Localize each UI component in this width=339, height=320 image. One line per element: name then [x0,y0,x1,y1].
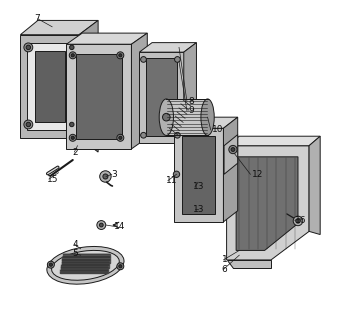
Polygon shape [61,268,108,271]
Text: 12: 12 [252,170,263,179]
Circle shape [119,136,122,140]
Polygon shape [76,54,122,140]
Polygon shape [27,43,73,130]
Circle shape [296,219,300,223]
Text: 10: 10 [212,125,224,134]
Circle shape [69,134,76,141]
Circle shape [175,57,180,62]
Polygon shape [226,260,271,268]
Circle shape [24,43,33,52]
Circle shape [119,54,122,57]
Text: 13: 13 [193,205,205,214]
Polygon shape [62,260,109,263]
Polygon shape [224,135,238,174]
Polygon shape [184,43,197,142]
Text: 3: 3 [111,170,117,179]
Polygon shape [226,136,320,146]
Text: 9: 9 [188,106,194,115]
Circle shape [141,132,146,138]
Text: 1: 1 [222,255,227,264]
Circle shape [117,134,124,141]
Circle shape [71,54,74,57]
Circle shape [71,136,74,140]
Circle shape [175,132,180,138]
Circle shape [69,122,74,127]
Polygon shape [66,44,132,149]
Polygon shape [223,117,238,222]
Ellipse shape [159,99,174,135]
Circle shape [117,52,124,59]
Polygon shape [309,136,320,235]
Polygon shape [35,51,65,122]
Polygon shape [132,33,147,149]
Circle shape [141,57,146,62]
Circle shape [173,171,180,178]
Text: 8: 8 [188,97,194,106]
Text: 5: 5 [73,249,79,258]
Ellipse shape [201,99,214,135]
Polygon shape [62,257,110,260]
Polygon shape [139,52,184,142]
Polygon shape [174,128,223,222]
Polygon shape [60,270,108,273]
Circle shape [229,145,237,154]
Circle shape [67,43,76,52]
Polygon shape [236,157,298,251]
Text: 4: 4 [73,240,78,249]
Circle shape [26,45,31,50]
Polygon shape [20,35,79,138]
Circle shape [69,52,76,59]
Polygon shape [166,99,207,135]
Polygon shape [182,136,216,214]
Polygon shape [226,146,309,260]
Text: 2: 2 [73,148,78,156]
Circle shape [162,113,170,121]
Circle shape [69,45,74,50]
Circle shape [119,265,122,268]
Circle shape [67,120,76,129]
Ellipse shape [52,251,119,280]
Text: 13: 13 [193,182,205,191]
Circle shape [97,220,106,229]
Polygon shape [174,117,238,128]
Circle shape [231,148,235,151]
Circle shape [100,171,111,182]
Polygon shape [62,262,109,265]
Polygon shape [63,254,111,257]
Text: 14: 14 [114,222,125,231]
Text: 11: 11 [166,176,178,185]
Text: 7: 7 [35,14,40,23]
Text: 15: 15 [47,174,59,184]
Polygon shape [146,59,177,136]
Circle shape [47,261,54,268]
Circle shape [99,223,103,227]
Polygon shape [79,20,98,152]
Circle shape [24,120,33,129]
Ellipse shape [47,246,124,284]
Circle shape [293,216,303,226]
Polygon shape [61,265,109,268]
Circle shape [26,122,31,127]
Text: 6: 6 [222,265,227,274]
Circle shape [117,263,124,270]
Polygon shape [66,33,147,44]
Text: 16: 16 [295,216,306,225]
Polygon shape [139,43,197,52]
Circle shape [103,174,108,179]
Circle shape [49,263,53,266]
Polygon shape [20,20,98,35]
